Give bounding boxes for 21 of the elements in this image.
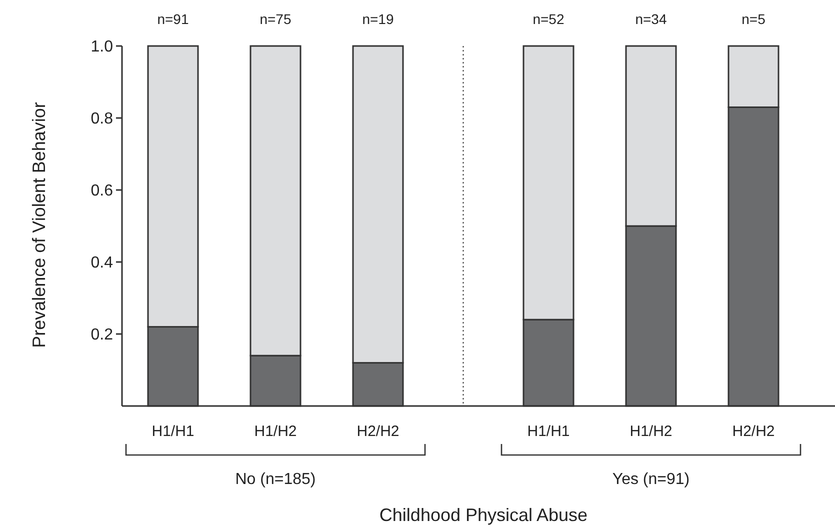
text: No (n=185) — [235, 471, 316, 488]
x-tick-label: H2/H2 — [356, 423, 400, 440]
x-tick-label: H1/H1 — [527, 423, 570, 440]
y-tick-label: 1.0 — [90, 38, 114, 56]
text: n=75 — [260, 11, 292, 27]
y-tick-label: 0.2 — [90, 326, 114, 344]
y-tick-label: 0.4 — [90, 254, 114, 272]
x-tick-label: H2/H2 — [732, 423, 775, 440]
y-tick-label: 0.6 — [90, 182, 114, 200]
x-axis-title: Childhood Physical Abuse — [379, 505, 588, 525]
x-tick-label: H1/H1 — [152, 423, 194, 440]
text: n=52 — [532, 11, 564, 27]
x-tick-label: H1/H2 — [254, 423, 297, 440]
text: n=34 — [635, 11, 667, 27]
x-tick-label: H1/H2 — [630, 423, 672, 440]
text: n=19 — [362, 11, 394, 27]
text: n=5 — [742, 11, 766, 27]
y-tick-label: 0.8 — [90, 110, 114, 128]
y-axis-title: Prevalence of Violent Behavior — [29, 102, 49, 348]
text: Yes (n=91) — [612, 471, 690, 488]
text: n=91 — [157, 11, 189, 27]
